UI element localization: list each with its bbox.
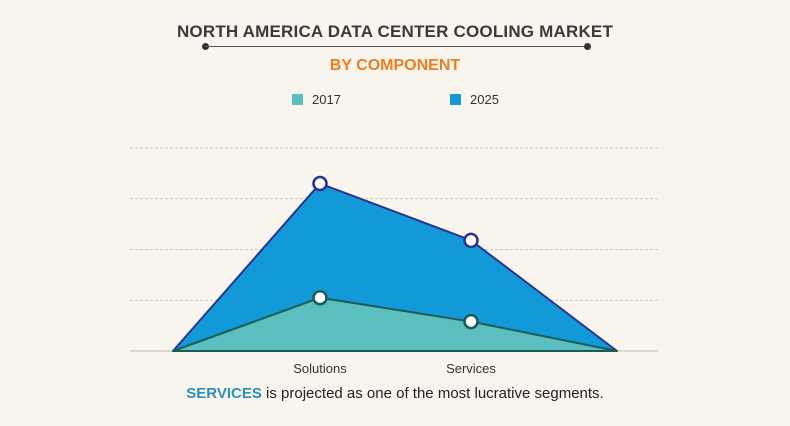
legend-item-2017: 2017 [292,92,341,107]
legend: 2017 2025 [0,92,790,110]
title-rule-right-dot [584,43,591,50]
point-marker-2017-services [463,313,479,330]
point-marker-2025-services [463,232,479,249]
footnote: SERVICES is projected as one of the most… [0,385,790,402]
x-tick-label-services: Services [446,361,496,376]
point-marker-2025-solutions [312,175,328,192]
legend-label-2017: 2017 [312,92,341,107]
legend-swatch-2025 [450,94,461,105]
chart-title: NORTH AMERICA DATA CENTER COOLING MARKET [176,22,614,41]
legend-label-2025: 2025 [470,92,499,107]
title-rule [205,46,588,47]
point-marker-2017-solutions [312,289,328,306]
chart-subtitle: BY COMPONENT [329,57,461,74]
legend-swatch-2017 [292,94,303,105]
footnote-highlight: SERVICES [186,385,262,402]
legend-item-2025: 2025 [450,92,499,107]
x-tick-label-solutions: Solutions [293,361,347,376]
footnote-text: is projected as one of the most lucrativ… [261,385,604,402]
